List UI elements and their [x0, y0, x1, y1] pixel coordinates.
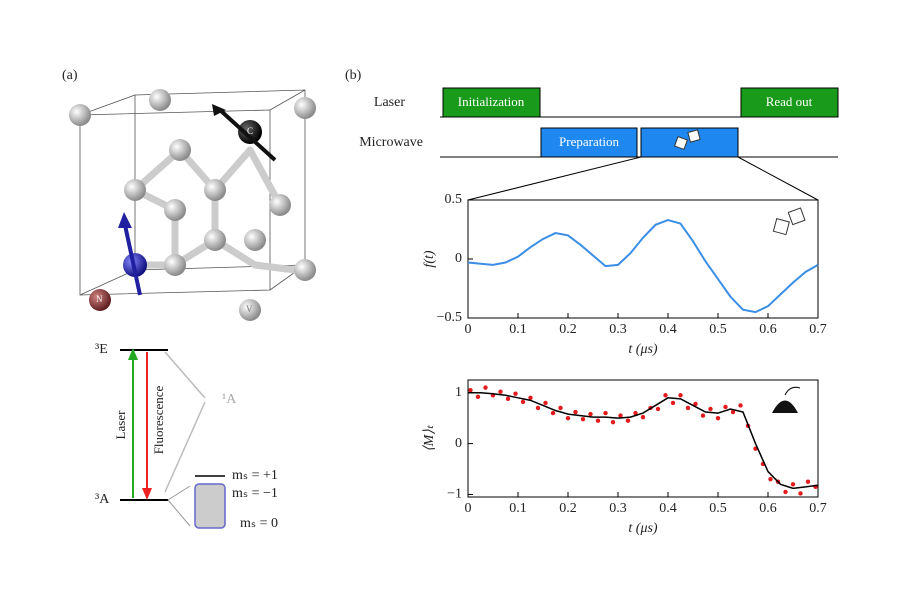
line	[468, 391, 819, 490]
line	[467, 219, 819, 314]
data-point	[595, 418, 601, 423]
level-label: mₛ = 0	[240, 516, 278, 531]
arrow-label: Laser	[113, 410, 128, 440]
energy-diagram	[120, 348, 226, 529]
x-tick-label: 0	[465, 322, 472, 337]
crystal	[79, 89, 306, 296]
data-point	[693, 401, 698, 407]
data-point	[633, 410, 638, 416]
y-tick-label: 1	[455, 385, 462, 400]
data-point	[550, 410, 556, 416]
data-point	[715, 415, 721, 421]
data-point	[618, 413, 623, 418]
y-axis-label: ⟨M⟩ₜ	[422, 424, 437, 452]
data-point	[528, 395, 533, 401]
x-tick-label: 0.3	[609, 501, 627, 516]
row-label: Laser	[374, 95, 405, 110]
x-tick-label: 0.3	[609, 322, 627, 337]
data-point	[543, 400, 548, 406]
level-label: ³E	[95, 342, 108, 357]
data-point	[685, 405, 691, 411]
pulse-label: Initialization	[458, 94, 525, 109]
data-point	[513, 391, 518, 396]
data-point	[663, 393, 668, 398]
data-point	[670, 400, 676, 406]
pulse-label: Read out	[766, 94, 813, 109]
level-label: mₛ = −1	[232, 486, 278, 501]
atoms	[69, 89, 316, 321]
data-point	[625, 418, 631, 423]
level-label: ³A	[95, 492, 110, 507]
x-tick-label: 0.6	[759, 322, 777, 337]
data-point	[505, 396, 511, 402]
x-tick-label: 0.4	[659, 501, 677, 516]
data-point	[798, 491, 803, 496]
data-point	[565, 415, 571, 421]
timing-diagram	[440, 87, 839, 201]
data-point	[738, 403, 743, 408]
x-tick-label: 0.5	[709, 501, 727, 516]
atom-label: N	[96, 294, 103, 304]
data-point	[603, 410, 608, 416]
plot-frame	[467, 379, 819, 498]
detector-icon	[772, 386, 801, 413]
arrow-label: Fluorescence	[151, 385, 166, 454]
data-point	[610, 420, 616, 425]
data-point	[573, 409, 578, 415]
data-point	[483, 385, 488, 390]
data-point	[805, 479, 811, 484]
data-point	[655, 406, 661, 412]
y-tick-label: 0.5	[445, 192, 463, 207]
x-tick-label: 0.1	[509, 322, 527, 337]
y-axis-label: f(t)	[422, 250, 437, 267]
x-tick-label: 0.1	[509, 501, 527, 516]
x-tick-label: 0	[465, 501, 472, 516]
pulse-label: Preparation	[559, 134, 619, 149]
data-point	[723, 404, 728, 410]
x-axis-label: t (μs)	[628, 342, 658, 357]
data-point	[558, 405, 563, 411]
x-axis-label: t (μs)	[628, 521, 658, 536]
data-point	[783, 489, 788, 495]
atom-label: V	[246, 304, 253, 314]
data-point	[475, 394, 481, 399]
data-point	[520, 399, 526, 405]
x-tick-label: 0.7	[809, 501, 827, 516]
data-point	[790, 482, 796, 487]
panel-label: (a)	[62, 68, 78, 83]
level-label: mₛ = +1	[232, 468, 278, 483]
level-label: ¹A	[222, 392, 237, 407]
data-point	[468, 387, 473, 393]
atom-label: C	[247, 126, 253, 136]
data-point	[678, 393, 683, 398]
y-tick-label: −1	[447, 487, 462, 502]
data-point	[708, 406, 713, 412]
plot-frame	[467, 199, 819, 319]
data-point	[730, 409, 736, 415]
data-point	[498, 389, 503, 394]
data-point	[535, 405, 541, 411]
data-point	[640, 414, 646, 420]
x-tick-label: 0.2	[559, 501, 577, 516]
x-tick-label: 0.6	[759, 501, 777, 516]
y-tick-label: 0	[455, 251, 462, 266]
data-point	[580, 416, 586, 422]
x-tick-label: 0.7	[809, 322, 827, 337]
y-tick-label: 0	[455, 436, 462, 451]
data-point	[768, 476, 773, 482]
x-tick-label: 0.4	[659, 322, 677, 337]
dice-icon	[772, 207, 806, 236]
x-tick-label: 0.5	[709, 322, 727, 337]
data-point	[700, 413, 706, 418]
y-tick-label: −0.5	[437, 310, 462, 325]
panel-label: (b)	[345, 68, 362, 83]
data-point	[588, 411, 593, 417]
x-tick-label: 0.2	[559, 322, 577, 337]
row-label: Microwave	[359, 135, 423, 150]
